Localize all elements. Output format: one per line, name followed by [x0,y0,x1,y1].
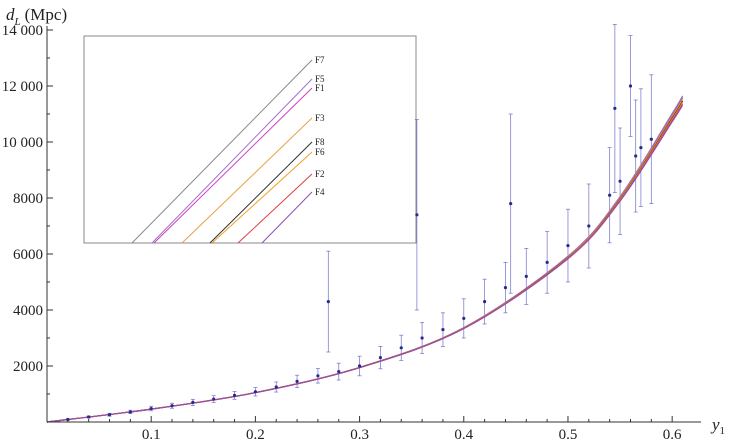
legend-swatch [181,117,313,244]
data-point [399,346,403,350]
data-point [639,146,643,150]
y-tick-label: 6000 [13,247,43,263]
data-point [441,328,445,332]
data-point [128,410,132,414]
legend-label: F7 [315,55,325,65]
model-curves [46,95,684,423]
x-tick-label: 0.2 [246,427,265,443]
data-point [149,406,153,411]
legend-swatch [209,141,313,244]
legend-swatch [153,87,313,244]
data-point [503,286,508,290]
legend-label: F8 [315,137,325,147]
legend-swatch [151,78,313,244]
y-tick-label: 14 000 [2,23,43,39]
data-point [337,370,341,374]
data-point [613,106,617,110]
x-tick-label: 0.5 [559,427,578,443]
legend-swatch [261,191,313,244]
data-point [274,385,278,389]
x-axis-label: y1 [710,415,725,437]
x-tick-label: 0.3 [350,427,369,443]
y-tick-label: 10 000 [2,135,43,151]
legend-swatch [211,151,313,244]
data-points [66,84,653,422]
legend-label: F5 [315,74,325,84]
data-point [509,202,513,206]
data-point [634,154,638,158]
axes: 0.1 0.2 0.3 0.4 0.5 0.6 2000 4000 6000 8000 10 000… [2,23,701,443]
data-point [357,364,362,368]
y-axis-label: dL (Mpc) [6,5,67,28]
legend-label: F4 [315,187,325,197]
data-point [191,400,195,404]
legend-label: F2 [315,169,325,179]
data-point [608,193,612,197]
data-point [524,274,528,278]
model-curve [46,104,684,423]
data-point [316,374,320,378]
legend-label: F1 [315,83,325,93]
data-point [295,379,299,383]
legend-inset-frame [83,35,417,244]
x-tick-label: 0.1 [142,427,161,443]
legend-label: F3 [315,113,325,123]
y-tick-label: 12 000 [2,79,43,95]
y-tick-label: 8000 [13,191,43,207]
y-tick-label: 2000 [13,359,43,375]
legend-swatch [237,173,313,244]
data-point [170,404,174,408]
data-point [420,336,424,340]
data-point [326,300,330,304]
legend-label: F6 [315,147,325,157]
data-point [483,300,487,304]
data-point [462,316,466,320]
data-point [212,397,216,401]
data-point [232,393,237,397]
data-point [107,413,112,417]
data-point [649,137,653,141]
y-tick-label: 4000 [13,303,43,319]
data-point [545,260,549,264]
data-point [87,415,91,419]
data-point [415,213,419,217]
data-point [253,390,257,394]
data-point [587,224,591,228]
data-point [628,84,633,88]
x-tick-label: 0.4 [454,427,473,443]
data-point [566,244,570,248]
legend-swatch [131,59,313,244]
data-point [378,356,383,360]
x-tick-label: 0.6 [663,427,682,443]
data-point [618,179,622,183]
